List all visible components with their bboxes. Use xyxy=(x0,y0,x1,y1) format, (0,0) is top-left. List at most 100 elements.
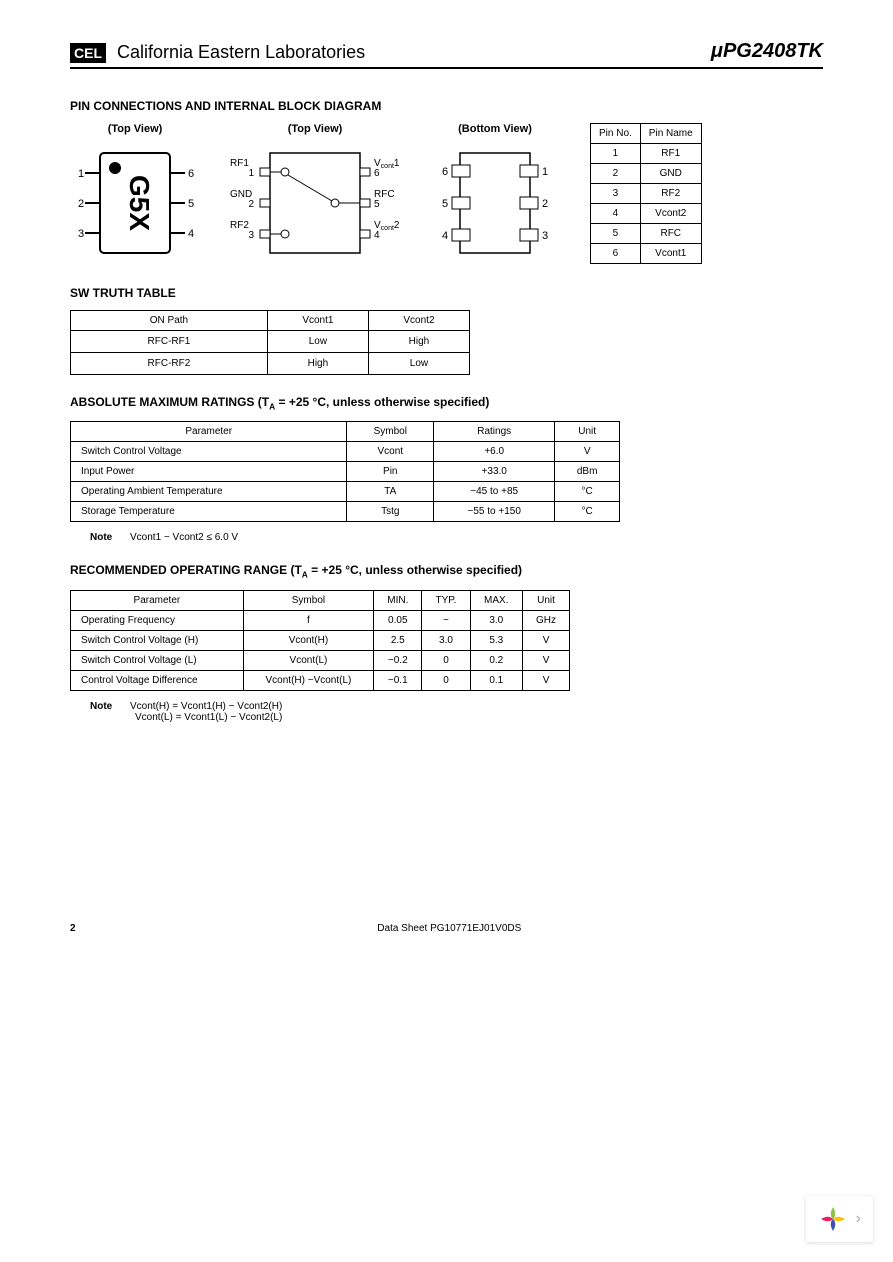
am-r0c0: Switch Control Voltage xyxy=(71,442,347,462)
am-r3c0: Storage Temperature xyxy=(71,502,347,522)
company-block: CEL California Eastern Laboratories xyxy=(70,42,365,63)
am-r2c3: °C xyxy=(555,482,620,502)
pt-r5c0: 6 xyxy=(591,244,641,264)
block-diagram-svg: RF1 1 GND 2 RF2 3 Vcont1 6 RFC 5 Vcont2 … xyxy=(230,143,400,263)
abs-max-title: ABSOLUTE MAXIMUM RATINGS (TA = +25 °C, u… xyxy=(70,395,823,411)
pt-r2c0: 3 xyxy=(591,184,641,204)
am-r3c2: −55 to +150 xyxy=(434,502,555,522)
top-view-label-1: (Top View) xyxy=(70,123,200,135)
svg-text:6: 6 xyxy=(442,166,448,178)
abs-title-text: ABSOLUTE MAXIMUM RATINGS (T xyxy=(70,395,269,409)
rec-note: Note Vcont(H) = Vcont1(H) − Vcont2(H) Vc… xyxy=(90,701,823,723)
ro-r3c2: −0.1 xyxy=(374,670,422,690)
svg-text:3: 3 xyxy=(542,230,548,242)
pt-r3c1: Vcont2 xyxy=(640,204,701,224)
pt-r3c0: 4 xyxy=(591,204,641,224)
svg-text:RF1: RF1 xyxy=(230,158,249,169)
ro-r3c1: Vcont(H) −Vcont(L) xyxy=(243,670,373,690)
svg-text:1: 1 xyxy=(542,166,548,178)
ro-r1c5: V xyxy=(523,630,570,650)
svg-text:6: 6 xyxy=(374,168,380,179)
pt-r0c0: 1 xyxy=(591,144,641,164)
am-r2c0: Operating Ambient Temperature xyxy=(71,482,347,502)
sw-r0c2: High xyxy=(368,331,469,353)
diagrams-row: (Top View) G5X 1 2 3 6 5 4 xyxy=(70,123,823,266)
svg-text:5: 5 xyxy=(442,198,448,210)
svg-text:1: 1 xyxy=(78,168,84,180)
svg-text:1: 1 xyxy=(248,168,254,179)
ro-r2c1: Vcont(L) xyxy=(243,650,373,670)
sw-r1c0: RFC-RF2 xyxy=(71,353,268,375)
rec-title-suffix: = +25 °C, unless otherwise specified) xyxy=(308,563,522,577)
ro-h3: TYP. xyxy=(422,590,470,610)
ro-r3c3: 0 xyxy=(422,670,470,690)
svg-text:3: 3 xyxy=(248,230,254,241)
svg-text:2: 2 xyxy=(542,198,548,210)
am-r1c2: +33.0 xyxy=(434,462,555,482)
ro-r3c5: V xyxy=(523,670,570,690)
bottom-view-label: (Bottom View) xyxy=(430,123,560,135)
ro-r0c1: f xyxy=(243,610,373,630)
ro-r3c0: Control Voltage Difference xyxy=(71,670,244,690)
top-view-package: (Top View) G5X 1 2 3 6 5 4 xyxy=(70,123,200,266)
ro-r0c2: 0.05 xyxy=(374,610,422,630)
section-pin-diagram-title: PIN CONNECTIONS AND INTERNAL BLOCK DIAGR… xyxy=(70,99,823,113)
company-logo: CEL xyxy=(70,43,106,63)
abs-note: Note Vcont1 − Vcont2 ≤ 6.0 V xyxy=(90,532,823,543)
sw-truth-title: SW TRUTH TABLE xyxy=(70,286,823,300)
svg-text:4: 4 xyxy=(374,230,380,241)
top-view-label-2: (Top View) xyxy=(230,123,400,135)
am-h0: Parameter xyxy=(71,422,347,442)
am-r2c2: −45 to +85 xyxy=(434,482,555,502)
doc-reference: Data Sheet PG10771EJ01V0DS xyxy=(377,923,521,934)
ro-r1c4: 5.3 xyxy=(470,630,523,650)
sw-truth-table: ON Path Vcont1 Vcont2 RFC-RF1 Low High R… xyxy=(70,310,470,375)
flower-icon xyxy=(818,1204,848,1234)
sw-r0c1: Low xyxy=(267,331,368,353)
ro-r2c0: Switch Control Voltage (L) xyxy=(71,650,244,670)
svg-text:3: 3 xyxy=(78,228,84,240)
part-number: μPG2408TK xyxy=(711,40,823,63)
svg-text:5: 5 xyxy=(188,198,194,210)
am-r0c3: V xyxy=(555,442,620,462)
svg-text:G5X: G5X xyxy=(124,175,155,231)
pt-r0c1: RF1 xyxy=(640,144,701,164)
page-number: 2 xyxy=(70,923,76,934)
am-r1c1: Pin xyxy=(347,462,434,482)
svg-text:2: 2 xyxy=(248,199,254,210)
ro-r2c3: 0 xyxy=(422,650,470,670)
svg-text:6: 6 xyxy=(188,168,194,180)
rec-note-label: Note xyxy=(90,701,112,712)
page-footer: 2 Data Sheet PG10771EJ01V0DS xyxy=(70,923,823,934)
sw-h0: ON Path xyxy=(71,311,268,331)
watermark-badge[interactable]: › xyxy=(806,1196,873,1242)
page-header: CEL California Eastern Laboratories μPG2… xyxy=(70,40,823,69)
ro-h5: Unit xyxy=(523,590,570,610)
am-r2c1: TA xyxy=(347,482,434,502)
svg-text:4: 4 xyxy=(442,230,448,242)
pt-r5c1: Vcont1 xyxy=(640,244,701,264)
pt-r1c1: GND xyxy=(640,164,701,184)
ro-r0c3: − xyxy=(422,610,470,630)
am-r3c3: °C xyxy=(555,502,620,522)
am-r1c0: Input Power xyxy=(71,462,347,482)
ro-h0: Parameter xyxy=(71,590,244,610)
package-bottom-svg: 6 5 4 1 2 3 xyxy=(430,143,560,263)
pt-r4c1: RFC xyxy=(640,224,701,244)
ro-r1c0: Switch Control Voltage (H) xyxy=(71,630,244,650)
ro-r2c2: −0.2 xyxy=(374,650,422,670)
am-h2: Ratings xyxy=(434,422,555,442)
top-view-block: (Top View) RF1 1 GND 2 RF2 3 Vcont1 6 RF xyxy=(230,123,400,266)
pin-table-h0: Pin No. xyxy=(591,124,641,144)
ro-r2c5: V xyxy=(523,650,570,670)
pin-table: Pin No. Pin Name 1RF1 2GND 3RF2 4Vcont2 … xyxy=(590,123,702,264)
ro-h2: MIN. xyxy=(374,590,422,610)
svg-text:4: 4 xyxy=(188,228,194,240)
ro-r0c5: GHz xyxy=(523,610,570,630)
am-h1: Symbol xyxy=(347,422,434,442)
pt-r4c0: 5 xyxy=(591,224,641,244)
svg-text:2: 2 xyxy=(78,198,84,210)
company-name: California Eastern Laboratories xyxy=(117,42,365,62)
am-r0c2: +6.0 xyxy=(434,442,555,462)
svg-text:RF2: RF2 xyxy=(230,220,249,231)
